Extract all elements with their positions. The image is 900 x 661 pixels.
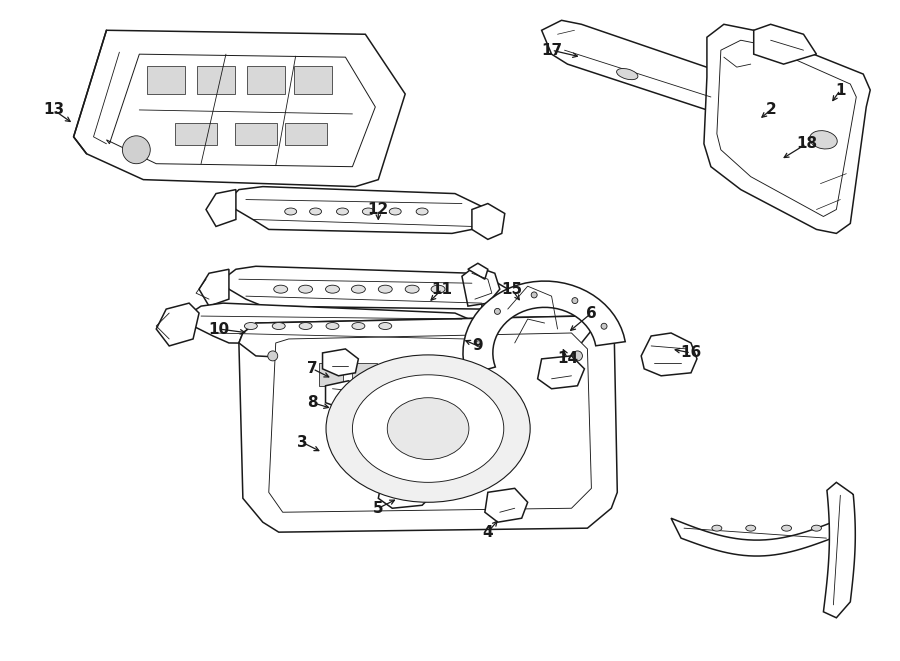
Ellipse shape — [326, 285, 339, 293]
Polygon shape — [326, 381, 365, 408]
Polygon shape — [247, 66, 284, 94]
Polygon shape — [704, 24, 870, 233]
Ellipse shape — [616, 69, 638, 80]
Text: 13: 13 — [43, 102, 64, 118]
Ellipse shape — [572, 351, 582, 361]
Text: 12: 12 — [368, 202, 389, 217]
Ellipse shape — [299, 285, 312, 293]
Polygon shape — [824, 483, 855, 618]
Ellipse shape — [326, 323, 339, 329]
Ellipse shape — [378, 285, 392, 293]
Ellipse shape — [363, 208, 374, 215]
Polygon shape — [148, 66, 185, 94]
Ellipse shape — [431, 285, 445, 293]
Polygon shape — [238, 316, 617, 532]
Polygon shape — [353, 363, 377, 386]
Ellipse shape — [781, 525, 792, 531]
Polygon shape — [238, 316, 598, 369]
Polygon shape — [537, 356, 584, 389]
Polygon shape — [468, 263, 488, 279]
Text: 17: 17 — [541, 43, 562, 58]
Polygon shape — [641, 333, 697, 376]
Polygon shape — [223, 266, 498, 309]
Ellipse shape — [531, 292, 537, 298]
Polygon shape — [269, 333, 591, 512]
Ellipse shape — [337, 208, 348, 215]
Ellipse shape — [387, 398, 469, 459]
Polygon shape — [717, 40, 856, 217]
Polygon shape — [293, 66, 331, 94]
Polygon shape — [671, 518, 842, 556]
Ellipse shape — [812, 525, 822, 531]
Ellipse shape — [299, 323, 312, 329]
Polygon shape — [472, 204, 505, 239]
Text: 16: 16 — [680, 346, 702, 360]
Polygon shape — [157, 303, 199, 346]
Polygon shape — [229, 186, 488, 233]
Polygon shape — [463, 281, 626, 375]
Text: 1: 1 — [835, 83, 846, 98]
Text: 6: 6 — [586, 305, 597, 321]
Text: 11: 11 — [431, 282, 453, 297]
Text: 9: 9 — [472, 338, 483, 354]
Ellipse shape — [572, 297, 578, 303]
Polygon shape — [462, 266, 500, 306]
Polygon shape — [199, 269, 229, 306]
Ellipse shape — [712, 525, 722, 531]
Ellipse shape — [326, 355, 530, 502]
Ellipse shape — [273, 323, 285, 329]
Polygon shape — [176, 123, 217, 145]
Text: 15: 15 — [501, 282, 522, 297]
Polygon shape — [319, 363, 344, 386]
Polygon shape — [186, 303, 482, 346]
Ellipse shape — [390, 208, 401, 215]
Polygon shape — [74, 30, 405, 186]
Polygon shape — [542, 20, 733, 110]
Polygon shape — [485, 488, 527, 522]
Ellipse shape — [379, 323, 392, 329]
Ellipse shape — [351, 285, 365, 293]
Text: 5: 5 — [373, 501, 383, 516]
Text: 7: 7 — [307, 362, 318, 376]
Polygon shape — [197, 66, 235, 94]
Text: 8: 8 — [307, 395, 318, 410]
Ellipse shape — [245, 323, 257, 329]
Ellipse shape — [274, 285, 288, 293]
Text: 3: 3 — [297, 435, 308, 450]
Polygon shape — [284, 123, 327, 145]
Ellipse shape — [416, 208, 428, 215]
Ellipse shape — [601, 323, 607, 329]
Text: 18: 18 — [796, 136, 817, 151]
Polygon shape — [322, 349, 358, 376]
Ellipse shape — [810, 131, 837, 149]
Ellipse shape — [494, 309, 500, 315]
Polygon shape — [235, 123, 276, 145]
Polygon shape — [385, 363, 410, 386]
Ellipse shape — [405, 285, 419, 293]
Text: 4: 4 — [482, 525, 493, 539]
Polygon shape — [378, 473, 435, 508]
Text: 10: 10 — [209, 321, 230, 336]
Ellipse shape — [353, 375, 504, 483]
Ellipse shape — [268, 351, 278, 361]
Polygon shape — [106, 54, 375, 167]
Polygon shape — [482, 283, 515, 319]
Text: 2: 2 — [765, 102, 776, 118]
Text: 14: 14 — [557, 352, 578, 366]
Ellipse shape — [310, 208, 321, 215]
Ellipse shape — [476, 340, 482, 347]
Ellipse shape — [746, 525, 756, 531]
Polygon shape — [206, 190, 236, 227]
Polygon shape — [753, 24, 816, 64]
Ellipse shape — [284, 208, 297, 215]
Polygon shape — [338, 412, 412, 473]
Ellipse shape — [352, 323, 365, 329]
Ellipse shape — [122, 136, 150, 164]
